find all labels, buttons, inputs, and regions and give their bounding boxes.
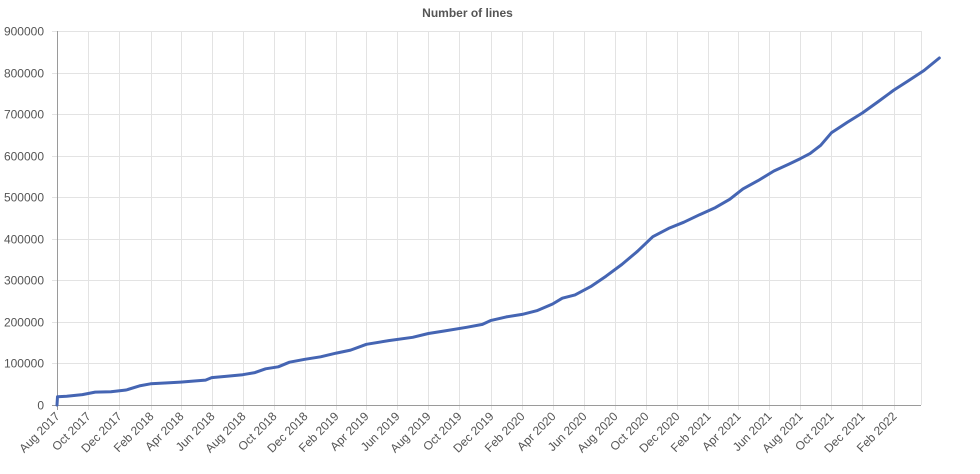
y-tick-label: 100000 <box>4 357 44 371</box>
y-tick-label: 400000 <box>4 233 44 247</box>
y-tick-label: 600000 <box>4 150 44 164</box>
y-tick-label: 800000 <box>4 67 44 81</box>
y-tick-label: 300000 <box>4 274 44 288</box>
y-tick-label: 500000 <box>4 191 44 205</box>
grid-layer <box>52 31 922 410</box>
y-tick-label: 0 <box>37 399 44 413</box>
y-tick-labels: 0 100000 200000 300000 400000 500000 600000 700… <box>4 25 44 413</box>
axis-layer <box>52 31 921 410</box>
y-tick-label: 700000 <box>4 108 44 122</box>
series-layer <box>55 56 941 407</box>
chart-title: Number of lines <box>422 6 513 20</box>
y-tick-label: 200000 <box>4 316 44 330</box>
series-line <box>55 56 941 407</box>
y-tick-label: 900000 <box>4 25 44 39</box>
